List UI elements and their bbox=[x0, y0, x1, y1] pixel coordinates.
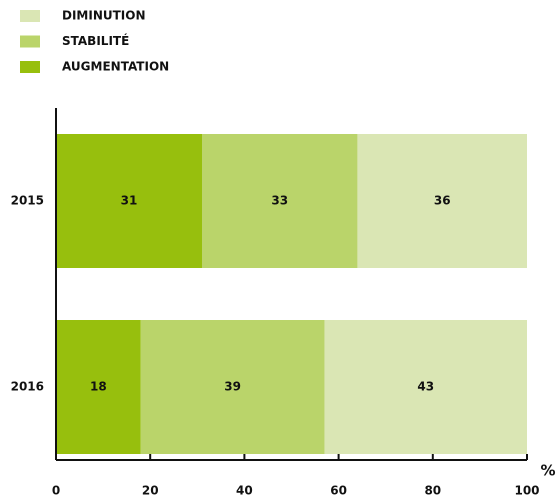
data-label: 31 bbox=[121, 194, 138, 208]
data-label: 33 bbox=[271, 194, 288, 208]
x-tick-label: 100 bbox=[514, 484, 539, 498]
x-tick-label: 20 bbox=[142, 484, 159, 498]
legend-label: DIMINUTION bbox=[62, 9, 146, 23]
bar-segment bbox=[357, 134, 527, 268]
x-axis-label: % bbox=[540, 462, 555, 480]
y-tick-label: 2016 bbox=[11, 380, 44, 394]
bar-segment bbox=[140, 320, 325, 454]
data-label: 43 bbox=[417, 380, 434, 394]
x-tick-label: 60 bbox=[330, 484, 347, 498]
bar-segment bbox=[56, 320, 141, 454]
data-label: 18 bbox=[90, 380, 107, 394]
legend-label: STABILITÉ bbox=[62, 33, 129, 48]
x-tick-label: 40 bbox=[236, 484, 253, 498]
legend-swatch bbox=[20, 10, 40, 22]
legend-label: AUGMENTATION bbox=[62, 60, 169, 74]
legend-swatch bbox=[20, 61, 40, 73]
data-label: 39 bbox=[224, 380, 241, 394]
legend-swatch bbox=[20, 35, 40, 48]
bar-segment bbox=[202, 134, 358, 268]
bar-segment bbox=[56, 134, 203, 268]
y-tick-label: 2015 bbox=[11, 194, 44, 208]
x-tick-label: 0 bbox=[52, 484, 60, 498]
x-tick-label: 80 bbox=[424, 484, 441, 498]
data-label: 36 bbox=[434, 194, 451, 208]
bar-segment bbox=[324, 320, 527, 454]
